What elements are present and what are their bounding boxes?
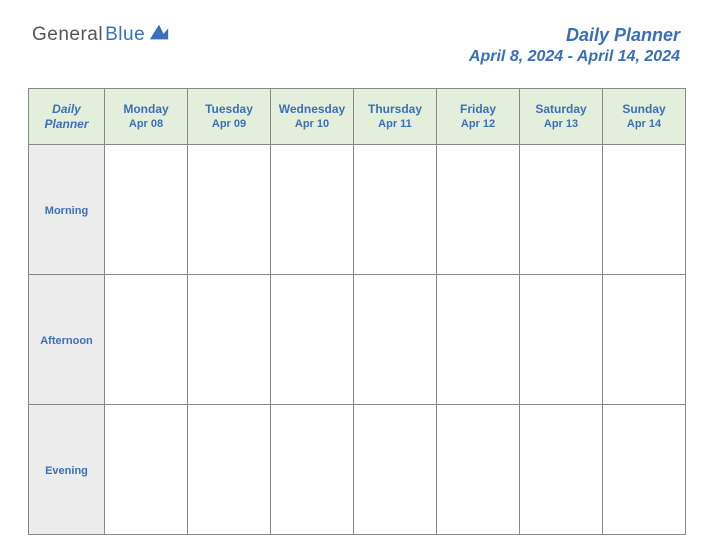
day-date: Apr 09 bbox=[188, 117, 270, 131]
row-label: Evening bbox=[45, 465, 88, 477]
entry-cell[interactable] bbox=[437, 275, 520, 405]
entry-cell[interactable] bbox=[188, 405, 271, 535]
entry-cell[interactable] bbox=[105, 275, 188, 405]
day-date: Apr 13 bbox=[520, 117, 602, 131]
entry-cell[interactable] bbox=[188, 145, 271, 275]
day-header-thu: Thursday Apr 11 bbox=[354, 89, 437, 145]
entry-cell[interactable] bbox=[271, 275, 354, 405]
day-name: Tuesday bbox=[188, 102, 270, 118]
day-date: Apr 12 bbox=[437, 117, 519, 131]
entry-cell[interactable] bbox=[354, 405, 437, 535]
logo: General Blue bbox=[32, 24, 170, 46]
page-date-range: April 8, 2024 - April 14, 2024 bbox=[469, 47, 680, 68]
row-label-cell: Evening bbox=[29, 405, 105, 535]
logo-text-general: General bbox=[32, 24, 103, 46]
logo-mark-icon bbox=[148, 21, 170, 43]
entry-cell[interactable] bbox=[520, 275, 603, 405]
day-name: Sunday bbox=[603, 102, 685, 118]
entry-cell[interactable] bbox=[520, 145, 603, 275]
header-row: Daily Planner Monday Apr 08 Tuesday Apr … bbox=[29, 89, 686, 145]
entry-cell[interactable] bbox=[437, 405, 520, 535]
page-header: General Blue Daily Planner April 8, 2024… bbox=[0, 0, 712, 80]
day-date: Apr 08 bbox=[105, 117, 187, 131]
day-header-mon: Monday Apr 08 bbox=[105, 89, 188, 145]
corner-label-line2: Planner bbox=[29, 117, 104, 131]
day-header-sat: Saturday Apr 13 bbox=[520, 89, 603, 145]
day-date: Apr 14 bbox=[603, 117, 685, 131]
entry-cell[interactable] bbox=[271, 145, 354, 275]
entry-cell[interactable] bbox=[105, 145, 188, 275]
day-name: Wednesday bbox=[271, 102, 353, 118]
row-evening: Evening bbox=[29, 405, 686, 535]
entry-cell[interactable] bbox=[603, 145, 686, 275]
day-header-tue: Tuesday Apr 09 bbox=[188, 89, 271, 145]
entry-cell[interactable] bbox=[105, 405, 188, 535]
day-header-wed: Wednesday Apr 10 bbox=[271, 89, 354, 145]
row-label-cell: Afternoon bbox=[29, 275, 105, 405]
row-afternoon: Afternoon bbox=[29, 275, 686, 405]
row-morning: Morning bbox=[29, 145, 686, 275]
corner-cell: Daily Planner bbox=[29, 89, 105, 145]
planner-grid: Daily Planner Monday Apr 08 Tuesday Apr … bbox=[28, 88, 686, 535]
logo-text-blue: Blue bbox=[105, 24, 145, 46]
row-label: Afternoon bbox=[40, 335, 93, 347]
day-header-fri: Friday Apr 12 bbox=[437, 89, 520, 145]
entry-cell[interactable] bbox=[188, 275, 271, 405]
day-name: Saturday bbox=[520, 102, 602, 118]
day-name: Monday bbox=[105, 102, 187, 118]
entry-cell[interactable] bbox=[437, 145, 520, 275]
row-label-cell: Morning bbox=[29, 145, 105, 275]
day-date: Apr 11 bbox=[354, 117, 436, 131]
entry-cell[interactable] bbox=[354, 275, 437, 405]
title-block: Daily Planner April 8, 2024 - April 14, … bbox=[469, 24, 680, 68]
row-label: Morning bbox=[45, 205, 88, 217]
entry-cell[interactable] bbox=[520, 405, 603, 535]
day-name: Thursday bbox=[354, 102, 436, 118]
entry-cell[interactable] bbox=[354, 145, 437, 275]
entry-cell[interactable] bbox=[603, 275, 686, 405]
day-name: Friday bbox=[437, 102, 519, 118]
page-title: Daily Planner bbox=[469, 24, 680, 47]
corner-label-line1: Daily bbox=[29, 102, 104, 116]
day-date: Apr 10 bbox=[271, 117, 353, 131]
entry-cell[interactable] bbox=[603, 405, 686, 535]
day-header-sun: Sunday Apr 14 bbox=[603, 89, 686, 145]
entry-cell[interactable] bbox=[271, 405, 354, 535]
